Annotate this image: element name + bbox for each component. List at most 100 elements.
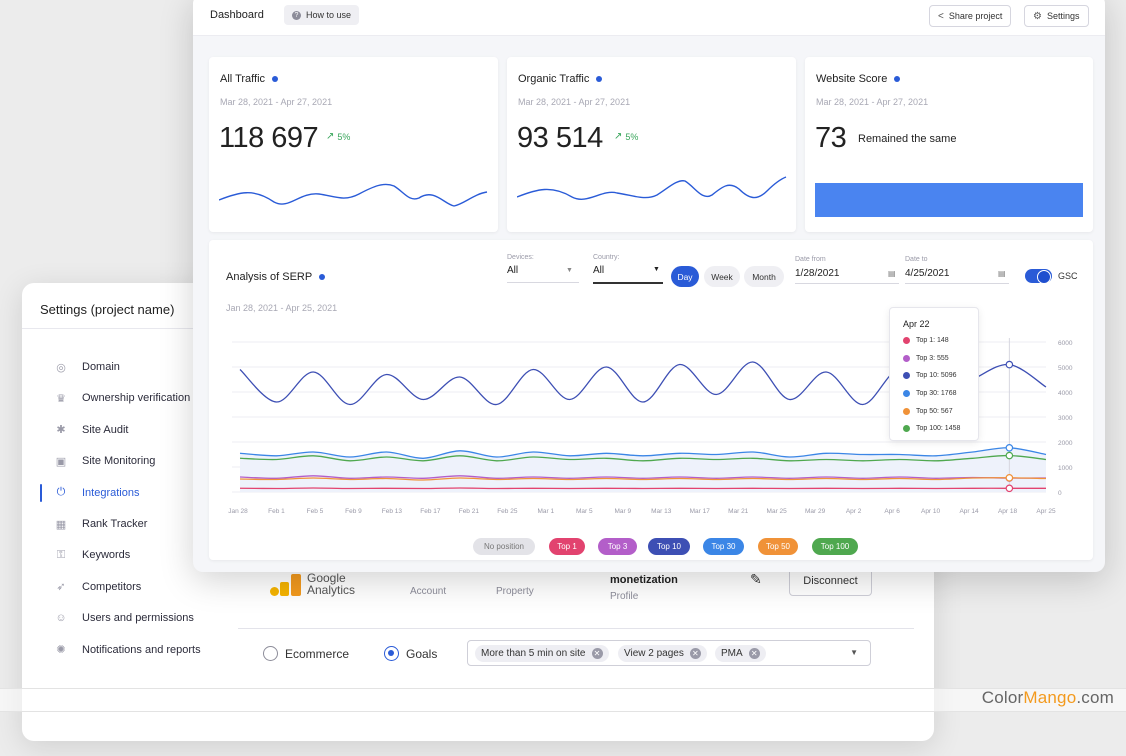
goals-select[interactable]: More than 5 min on site ✕ View 2 pages ✕… xyxy=(467,640,871,666)
calendar-icon[interactable]: ▤ xyxy=(998,269,1006,278)
period-week-button[interactable]: Week xyxy=(704,266,740,287)
ecommerce-radio[interactable]: Ecommerce xyxy=(263,646,349,661)
date-from-input[interactable]: 1/28/2021 xyxy=(795,268,840,279)
gsc-toggle[interactable] xyxy=(1025,269,1052,284)
chart-tooltip: Apr 22 Top 1: 148 Top 3: 555 Top 10: 509… xyxy=(889,307,979,441)
date-to-input[interactable]: 4/25/2021 xyxy=(905,268,950,279)
sidebar-item[interactable]: ⚿ Keywords xyxy=(22,545,222,565)
sidebar-item[interactable]: ⏻ Integrations xyxy=(22,483,222,503)
x-tick-label: Apr 14 xyxy=(959,508,979,515)
sidebar-item[interactable]: ✱ Site Audit xyxy=(22,420,222,440)
sidebar-item-label: Ownership verification xyxy=(82,392,191,405)
tooltip-row-text: Top 1: 148 xyxy=(916,337,949,344)
series-line-top50[interactable] xyxy=(239,477,1047,481)
info-icon[interactable] xyxy=(319,274,326,280)
sidebar-item[interactable]: ✺ Notifications and reports xyxy=(22,640,222,660)
settings-button[interactable]: ⚙ Settings xyxy=(1024,5,1089,27)
x-tick-label: Mar 25 xyxy=(767,508,788,515)
gsc-label: GSC xyxy=(1058,271,1078,281)
date-from-label: Date from xyxy=(795,256,826,263)
divider xyxy=(238,628,914,629)
card-title-text: Organic Traffic xyxy=(518,73,590,85)
x-tick-label: Feb 13 xyxy=(382,508,403,515)
swatch-dot xyxy=(903,408,910,415)
series-line-top3[interactable] xyxy=(239,475,1047,479)
serp-date: Jan 28, 2021 - Apr 25, 2021 xyxy=(226,303,338,313)
sidebar-item[interactable]: ♛ Ownership verification xyxy=(22,388,222,408)
goal-chip[interactable]: View 2 pages ✕ xyxy=(618,645,707,662)
sidebar-item[interactable]: ➶ Competitors xyxy=(22,577,222,597)
legend-top1[interactable]: Top 1 xyxy=(549,538,585,555)
series-line-top100[interactable] xyxy=(239,454,1047,462)
period-month-button[interactable]: Month xyxy=(744,266,784,287)
country-select[interactable]: All xyxy=(593,265,605,276)
tooltip-row: Top 50: 567 xyxy=(903,408,953,415)
remove-chip-icon[interactable]: ✕ xyxy=(689,648,701,659)
card-title: Organic Traffic xyxy=(518,73,603,85)
rank-icon: ▦ xyxy=(55,518,67,531)
hover-point xyxy=(1005,360,1014,369)
radio-unchecked-icon xyxy=(263,646,278,661)
legend-top30[interactable]: Top 30 xyxy=(703,538,744,555)
sidebar-item[interactable]: ◎ Domain xyxy=(22,357,222,377)
profile-label: Profile xyxy=(610,591,639,602)
sidebar-item[interactable]: ☺ Users and permissions xyxy=(22,608,222,628)
x-tick-label: Apr 25 xyxy=(1036,508,1056,515)
x-tick-label: Apr 18 xyxy=(998,508,1018,515)
chevron-down-icon[interactable]: ▼ xyxy=(566,267,573,274)
trend-badge: ↗ 5% xyxy=(614,131,638,142)
remove-chip-icon[interactable]: ✕ xyxy=(748,648,760,659)
trend-value: 5% xyxy=(337,131,351,142)
devices-select[interactable]: All xyxy=(507,265,519,276)
goal-chip[interactable]: More than 5 min on site ✕ xyxy=(475,645,609,662)
score-bar xyxy=(815,183,1083,217)
chevron-down-icon[interactable]: ▼ xyxy=(850,648,858,657)
chevron-down-icon[interactable]: ▼ xyxy=(653,266,660,273)
y-tick-label: 3000 xyxy=(1058,415,1073,422)
info-icon[interactable] xyxy=(894,76,901,82)
series-line-top30[interactable] xyxy=(239,447,1047,459)
how-to-use-label: How to use xyxy=(306,10,352,20)
tooltip-row: Top 10: 5096 xyxy=(903,372,956,379)
remove-chip-icon[interactable]: ✕ xyxy=(591,648,603,659)
serp-chart: 0 1000 2000 3000 4000 5000 6000 Jan 28 Feb 1 Feb … xyxy=(228,338,1073,515)
tooltip-row-text: Top 10: 5096 xyxy=(916,372,957,379)
service-name-line1: Google xyxy=(307,571,346,585)
x-tick-label: Mar 9 xyxy=(614,508,631,515)
tooltip-row-text: Top 100: 1458 xyxy=(916,425,961,432)
legend-top3[interactable]: Top 3 xyxy=(598,538,637,555)
crown-icon: ♛ xyxy=(56,392,66,405)
x-tick-label: Mar 17 xyxy=(690,508,711,515)
info-icon[interactable] xyxy=(596,76,603,82)
edit-pencil-icon[interactable]: ✎ xyxy=(750,571,762,587)
score-note: Remained the same xyxy=(858,133,957,145)
share-project-button[interactable]: < Share project xyxy=(929,5,1012,27)
info-icon[interactable] xyxy=(272,76,279,82)
series-area-top30 xyxy=(240,447,1046,492)
service-name: Google Analytics xyxy=(307,572,355,596)
series-line-top1[interactable] xyxy=(239,487,1046,490)
y-tick-label: 5000 xyxy=(1058,365,1073,372)
legend-no-position[interactable]: No position xyxy=(473,538,535,555)
globe-icon: ◎ xyxy=(56,361,66,374)
organic-traffic-card: Organic Traffic Mar 28, 2021 - Apr 27, 2… xyxy=(507,57,796,232)
sparkline xyxy=(517,176,787,200)
legend-top50[interactable]: Top 50 xyxy=(758,538,798,555)
x-tick-label: Feb 1 xyxy=(268,508,285,515)
period-day-button[interactable]: Day xyxy=(671,266,699,287)
card-date: Mar 28, 2021 - Apr 27, 2021 xyxy=(518,97,631,107)
goal-chip-label: More than 5 min on site xyxy=(481,648,586,659)
swatch-dot xyxy=(903,425,910,432)
key-icon: ⚿ xyxy=(56,548,66,561)
sidebar-item[interactable]: ▦ Rank Tracker xyxy=(22,514,222,534)
goals-radio[interactable]: Goals xyxy=(384,646,437,661)
how-to-use-button[interactable]: ? How to use xyxy=(284,5,360,25)
legend-top100[interactable]: Top 100 xyxy=(812,538,858,555)
monitor-icon: ▣ xyxy=(55,455,67,468)
goal-chip[interactable]: PMA ✕ xyxy=(715,645,766,662)
x-tick-label: Feb 25 xyxy=(497,508,518,515)
calendar-icon[interactable]: ▤ xyxy=(888,269,896,278)
sidebar-item[interactable]: ▣ Site Monitoring xyxy=(22,451,222,471)
goals-label: Goals xyxy=(406,646,438,661)
legend-top10[interactable]: Top 10 xyxy=(648,538,690,555)
